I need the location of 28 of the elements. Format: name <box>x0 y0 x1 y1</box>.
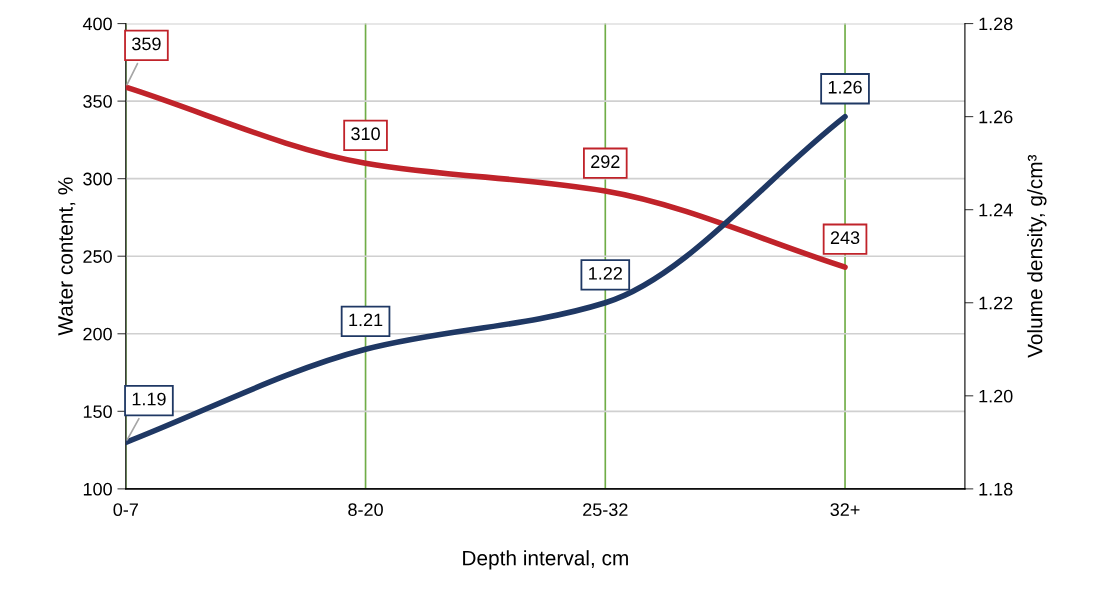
x-tick-label: 0-7 <box>113 503 138 517</box>
y-tick-label: 200 <box>83 327 112 341</box>
y2-tick-label: 1.24 <box>979 203 1013 217</box>
x-tick-label: 32+ <box>830 503 860 517</box>
data-label: 310 <box>351 127 380 141</box>
y2-axis-title: Volume density, g/cm³ <box>1027 154 1047 358</box>
data-label: 1.26 <box>828 80 862 94</box>
data-label: 359 <box>132 37 161 51</box>
y2-tick-label: 1.28 <box>979 17 1013 31</box>
data-label: 243 <box>830 231 860 245</box>
data-label: 1.19 <box>132 392 166 406</box>
y-tick-label: 250 <box>83 250 112 263</box>
y-tick-label: 350 <box>83 95 112 108</box>
x-tick-label: 8-20 <box>348 503 383 517</box>
y2-tick-label: 1.26 <box>979 110 1013 124</box>
y2-tick-label: 1.18 <box>979 482 1013 496</box>
y-tick-label: 400 <box>82 17 112 31</box>
y-tick-label: 100 <box>83 482 112 496</box>
data-label: 292 <box>591 155 620 169</box>
y2-tick-label: 1.20 <box>979 389 1013 403</box>
y2-tick-label: 1.22 <box>979 296 1013 310</box>
data-label: 1.22 <box>589 266 622 280</box>
data-label: 1.21 <box>349 313 383 327</box>
x-axis-title: Depth interval, cm <box>463 550 628 570</box>
y-axis-title: Water content, % <box>58 177 76 336</box>
y-tick-label: 300 <box>83 172 112 186</box>
y-tick-label: 150 <box>83 405 112 419</box>
x-tick-label: 25-32 <box>583 503 628 517</box>
